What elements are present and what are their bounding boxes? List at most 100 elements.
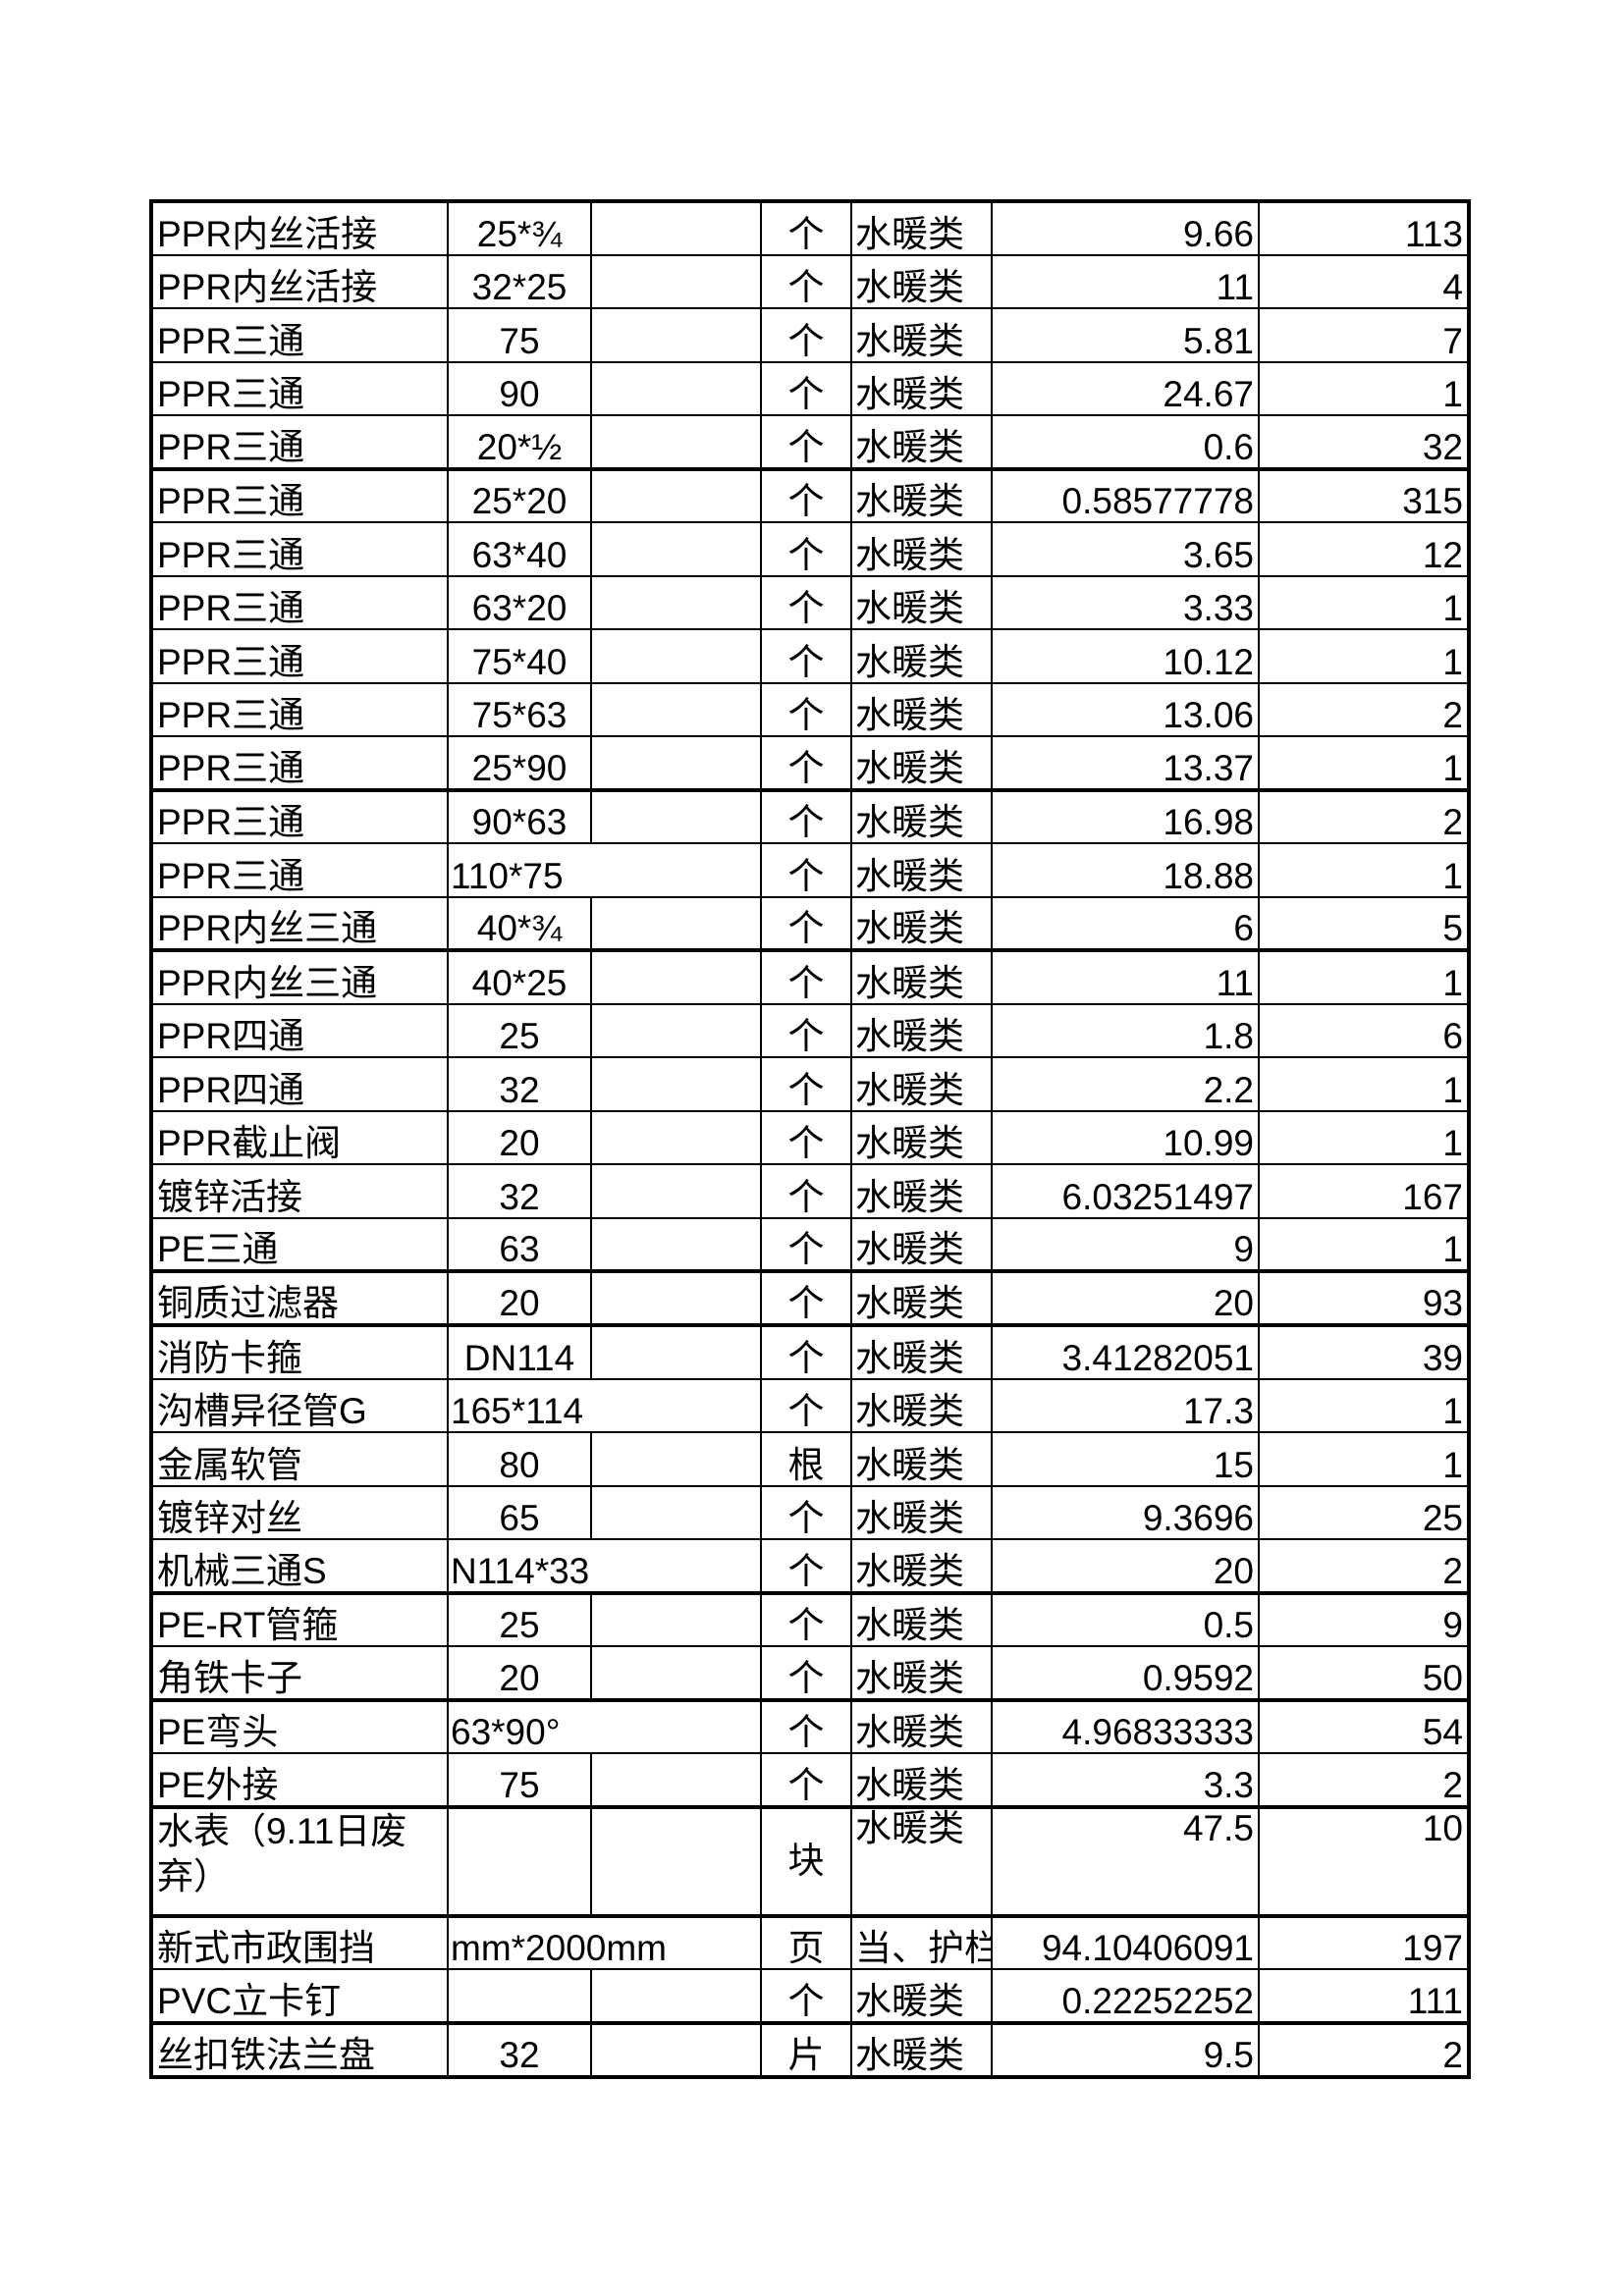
category-cell: 水暖类 [850, 1323, 993, 1380]
price-cell: 0.6 [991, 414, 1260, 470]
price-cell: 20 [991, 1538, 1260, 1594]
price-cell: 6 [991, 895, 1260, 951]
spec-cell: 75*63 [447, 681, 592, 737]
table-row: PPR三通 90*63 个水暖类 16.98 2 [150, 787, 1470, 844]
price-cell: 5.81 [991, 307, 1260, 363]
unit-cell: 个 [760, 1590, 852, 1647]
blank-cell [590, 681, 762, 737]
quantity-cell: 1 [1258, 360, 1470, 416]
price-cell: 15 [991, 1431, 1260, 1487]
item-name-cell: PPR三通 [150, 735, 449, 791]
spec-cell: 75 [447, 307, 592, 363]
category-cell: 水暖类 [850, 1697, 993, 1754]
blank-cell [590, 895, 762, 951]
price-cell: 9 [991, 1216, 1260, 1272]
category-cell: 水暖类 [850, 1645, 993, 1701]
unit-cell: 个 [760, 1645, 852, 1701]
blank-cell [590, 1590, 762, 1647]
quantity-cell: 9 [1258, 1590, 1470, 1647]
category-cell: 水暖类 [850, 1431, 993, 1487]
blank-cell [590, 628, 762, 684]
blank-cell [590, 1484, 762, 1540]
category-cell: 水暖类 [850, 1269, 993, 1326]
category-cell: 当、护栏 [850, 1913, 993, 1970]
unit-cell: 个 [760, 1002, 852, 1058]
item-name-cell: PPR截止阀 [150, 1109, 449, 1165]
price-cell: 18.88 [991, 842, 1260, 898]
table-row: PE外接 75 个水暖类 3.3 2 [150, 1752, 1470, 1808]
category-cell: 水暖类 [850, 1109, 993, 1165]
blank-cell [590, 466, 762, 523]
spec-cell: 40*25 [447, 948, 592, 1005]
category-cell: 水暖类 [850, 574, 993, 630]
table-row: 金属软管 80 根水暖类 15 1 [150, 1431, 1470, 1487]
spec-cell [447, 1804, 592, 1917]
quantity-cell: 1 [1258, 735, 1470, 791]
quantity-cell: 2 [1258, 681, 1470, 737]
quantity-cell: 32 [1258, 414, 1470, 470]
quantity-cell: 1 [1258, 842, 1470, 898]
blank-cell [590, 787, 762, 844]
price-cell: 47.5 [991, 1804, 1260, 1917]
table-row: PPR内丝活接 32*25 个水暖类 11 4 [150, 253, 1470, 309]
category-cell: 水暖类 [850, 2020, 993, 2078]
price-cell: 4.96833333 [991, 1697, 1260, 1754]
spec-cell: 32 [447, 1056, 592, 1112]
quantity-cell: 197 [1258, 1913, 1470, 1970]
table-row: PPR三通 25*20 个水暖类 0.58577778 315 [150, 466, 1470, 523]
spec-cell: 63*90° [447, 1697, 762, 1754]
unit-cell: 个 [760, 948, 852, 1005]
blank-cell [590, 253, 762, 309]
price-cell: 11 [991, 948, 1260, 1005]
spec-cell: 110*75 [447, 842, 762, 898]
item-name-cell: PPR三通 [150, 681, 449, 737]
category-cell: 水暖类 [850, 1484, 993, 1540]
quantity-cell: 1 [1258, 1056, 1470, 1112]
unit-cell: 个 [760, 414, 852, 470]
category-cell: 水暖类 [850, 1377, 993, 1433]
unit-cell: 块 [760, 1804, 852, 1917]
table-row: PE三通 63 个水暖类 9 1 [150, 1216, 1470, 1272]
spec-cell: 32 [447, 1163, 592, 1219]
spec-cell: 63*40 [447, 521, 592, 577]
table-row: PPR三通 20*½ 个水暖类 0.6 32 [150, 414, 1470, 470]
category-cell: 水暖类 [850, 360, 993, 416]
blank-cell [590, 1752, 762, 1808]
item-name-cell: PPR三通 [150, 521, 449, 577]
table-row: 新式市政围挡 mm*2000mm 页当、护栏 94.10406091 197 [150, 1913, 1470, 1970]
price-cell: 10.12 [991, 628, 1260, 684]
quantity-cell: 1 [1258, 1431, 1470, 1487]
unit-cell: 个 [760, 1377, 852, 1433]
spec-cell: 90 [447, 360, 592, 416]
price-cell: 3.33 [991, 574, 1260, 630]
quantity-cell: 7 [1258, 307, 1470, 363]
blank-cell [590, 574, 762, 630]
item-name-cell: 新式市政围挡 [150, 1913, 449, 1970]
category-cell: 水暖类 [850, 948, 993, 1005]
table-row: PPR四通 32 个水暖类 2.2 1 [150, 1056, 1470, 1112]
item-name-cell: 镀锌活接 [150, 1163, 449, 1219]
table-row: PPR内丝三通 40*¾ 个水暖类 6 5 [150, 895, 1470, 951]
blank-cell [590, 948, 762, 1005]
category-cell: 水暖类 [850, 414, 993, 470]
category-cell: 水暖类 [850, 1590, 993, 1647]
spec-cell: 25*20 [447, 466, 592, 523]
quantity-cell: 39 [1258, 1323, 1470, 1380]
category-cell: 水暖类 [850, 307, 993, 363]
price-cell: 9.3696 [991, 1484, 1260, 1540]
table-row: 消防卡箍 DN114 个水暖类 3.41282051 39 [150, 1323, 1470, 1380]
spec-cell: 165*114 [447, 1377, 762, 1433]
price-cell: 13.06 [991, 681, 1260, 737]
item-name-cell: PPR三通 [150, 628, 449, 684]
unit-cell: 个 [760, 1968, 852, 2024]
item-name-cell: 机械三通S [150, 1538, 449, 1594]
quantity-cell: 50 [1258, 1645, 1470, 1701]
item-name-cell: 水表（9.11日废弃） [150, 1804, 449, 1917]
quantity-cell: 2 [1258, 787, 1470, 844]
blank-cell [590, 1056, 762, 1112]
unit-cell: 个 [760, 521, 852, 577]
table-row: 角铁卡子 20 个水暖类 0.9592 50 [150, 1645, 1470, 1701]
spec-cell: 65 [447, 1484, 592, 1540]
quantity-cell: 2 [1258, 2020, 1470, 2078]
spec-cell: mm*2000mm [447, 1913, 762, 1970]
